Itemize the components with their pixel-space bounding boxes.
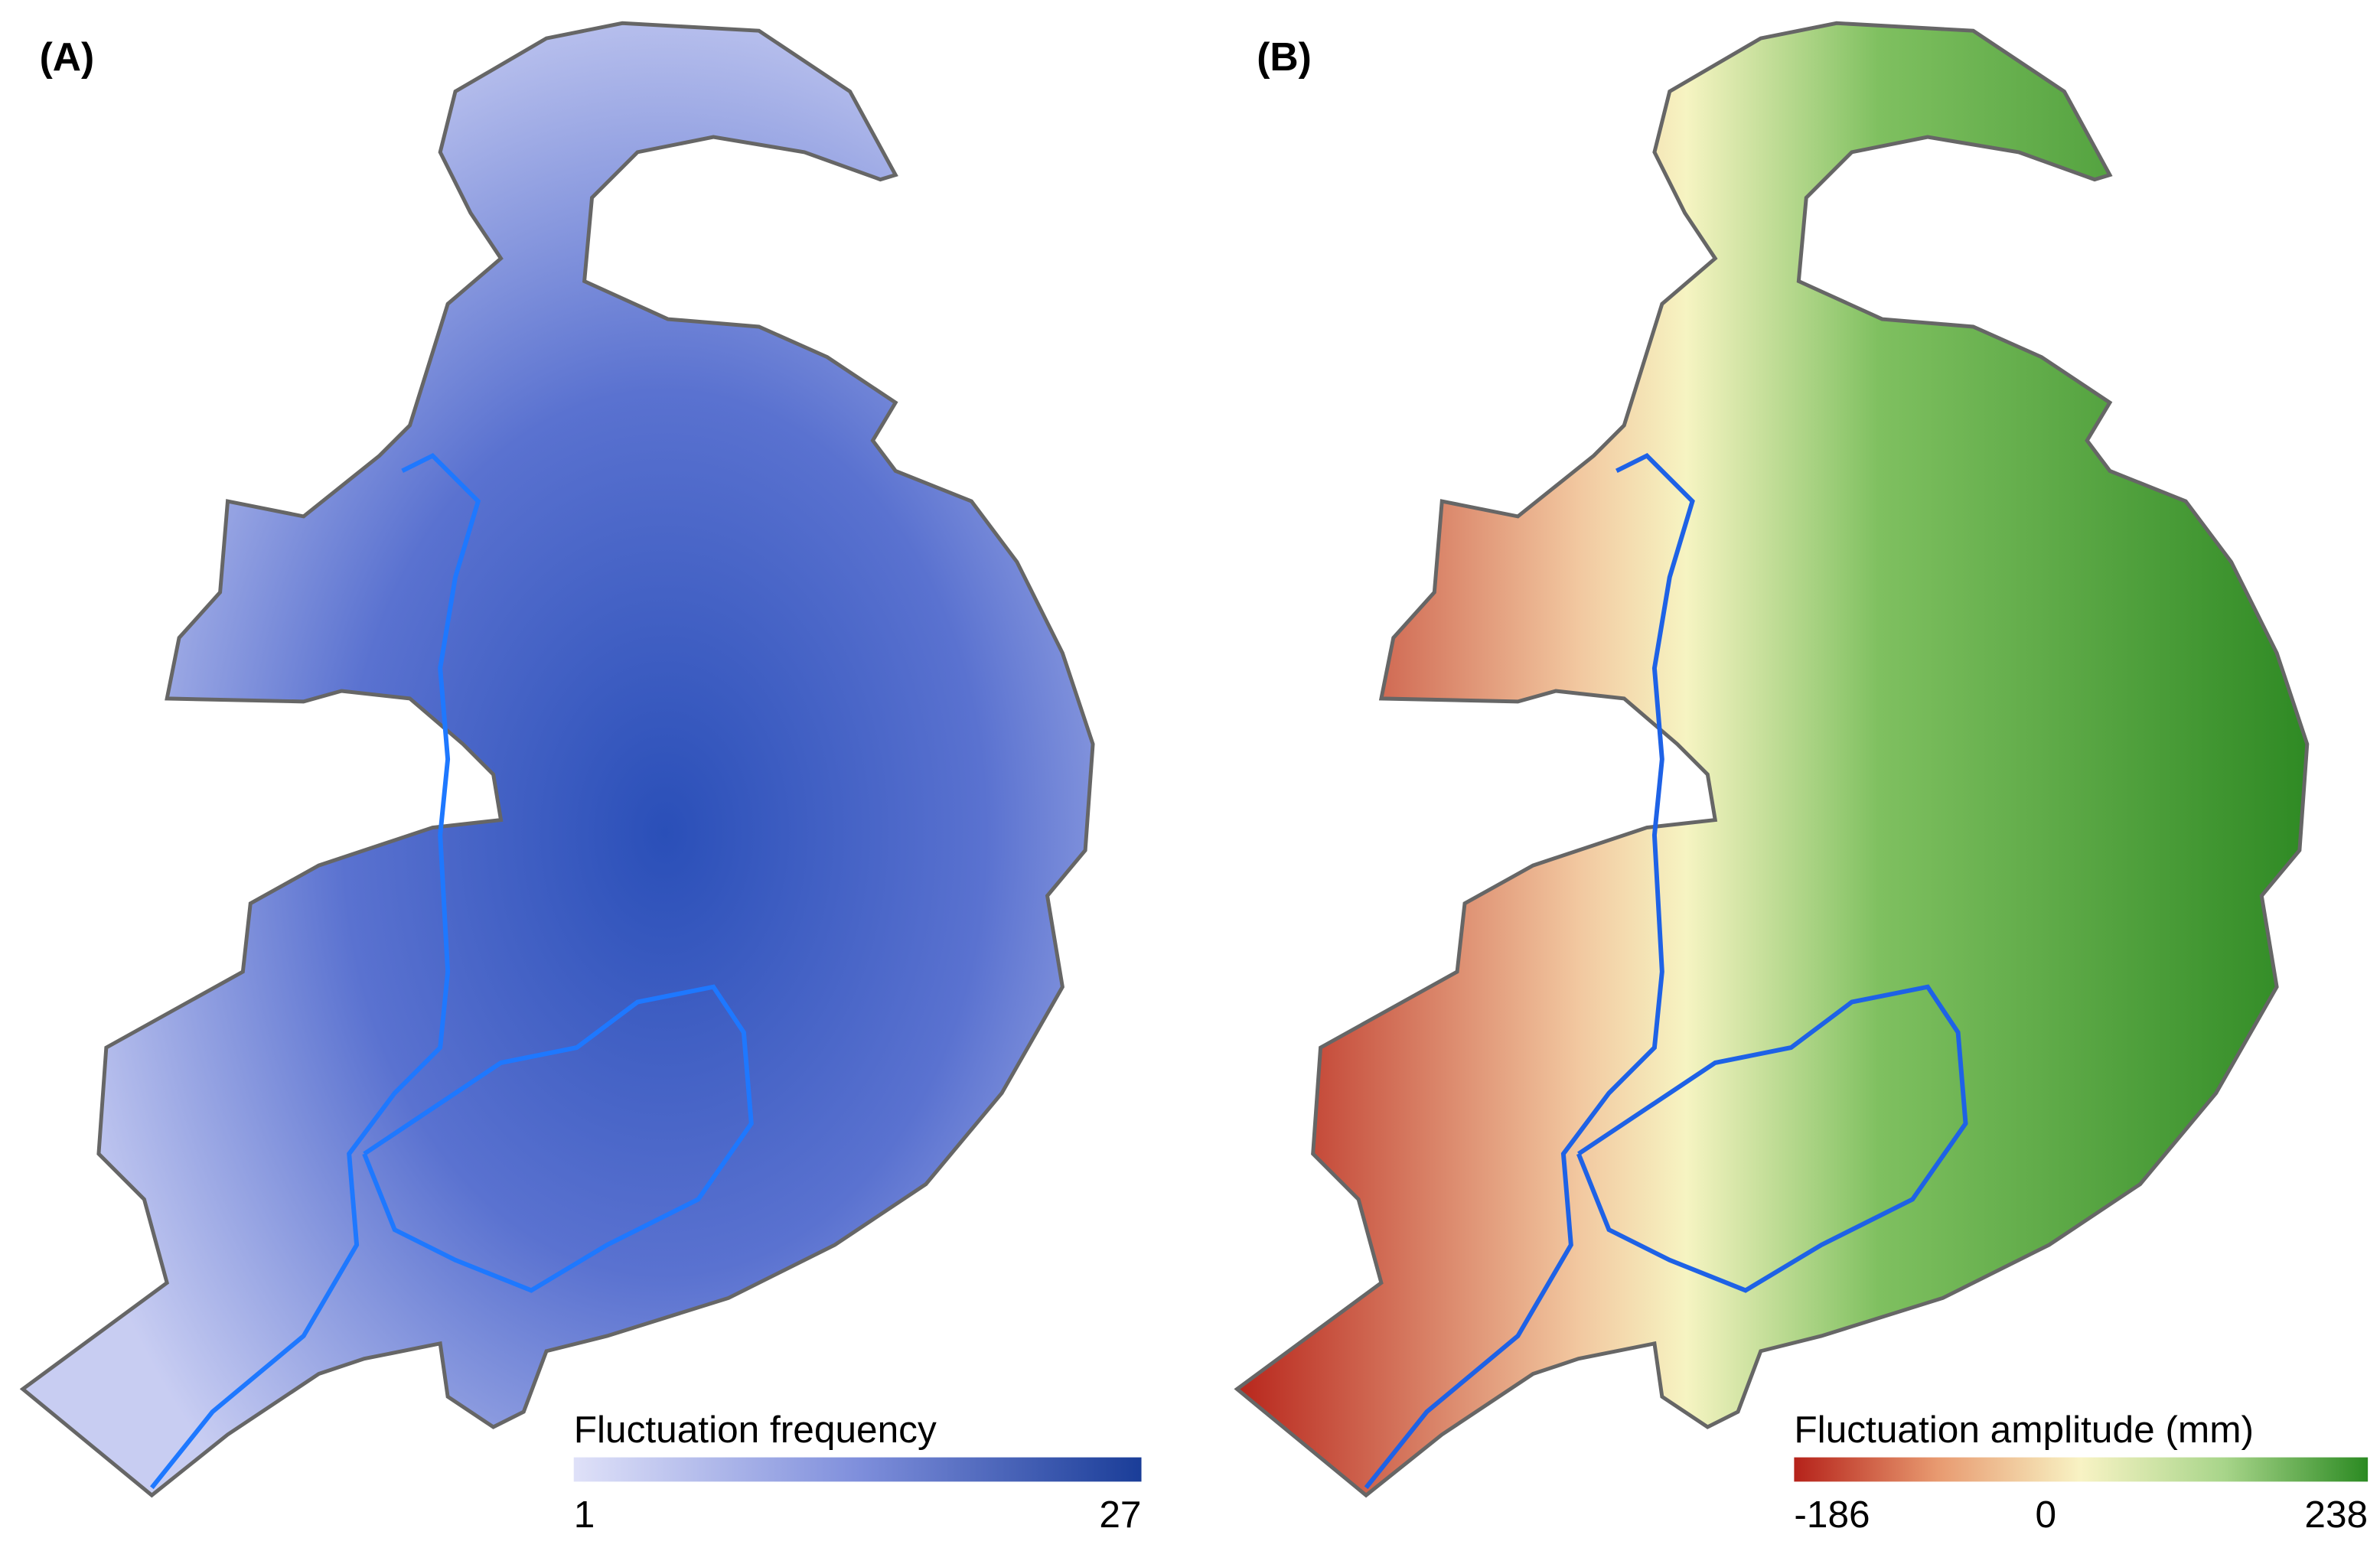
panel-label: (A) [40, 34, 95, 79]
legend-title: Fluctuation frequency [574, 1408, 937, 1451]
legend-tick-label: -186 [1794, 1493, 1870, 1536]
colorbar [573, 1457, 1142, 1482]
legend-tick-label: 27 [1099, 1493, 1141, 1536]
panel-label: (B) [1257, 34, 1312, 79]
map-b [1237, 23, 2307, 1495]
legend-tick-label: 238 [2304, 1493, 2368, 1536]
map-a [23, 23, 1093, 1495]
legend-title: Fluctuation amplitude (mm) [1794, 1408, 2254, 1451]
legend-tick-label: 0 [2036, 1493, 2057, 1536]
colorbar [1794, 1457, 2369, 1482]
legend-tick-label: 1 [574, 1493, 595, 1536]
